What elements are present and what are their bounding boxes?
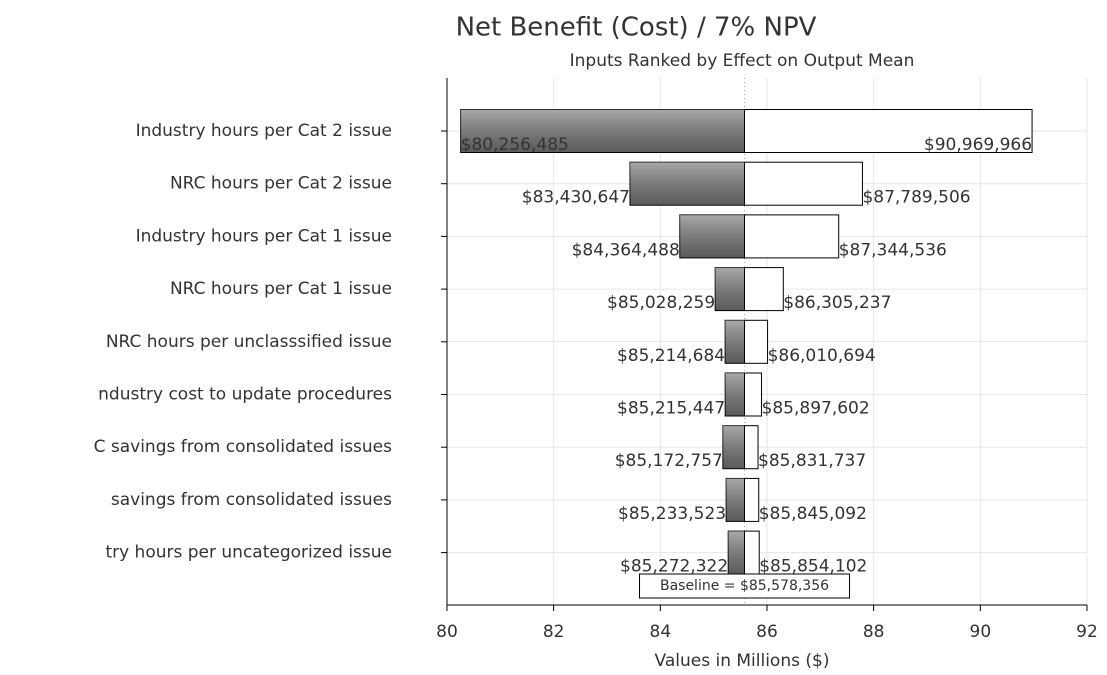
bar-low-shade	[726, 478, 745, 522]
high-label: $85,845,092	[759, 504, 867, 524]
low-label: $85,028,259	[607, 293, 715, 313]
x-axis-label: Values in Millions ($)	[655, 651, 830, 671]
low-label: $85,172,757	[615, 451, 723, 471]
bar-low-shade	[460, 109, 745, 153]
category-label: try hours per uncategorized issue	[105, 543, 392, 563]
bar-high	[744, 109, 1033, 153]
x-tick-label: 88	[863, 622, 885, 642]
high-label: $87,789,506	[862, 188, 970, 208]
bar-high	[744, 477, 760, 522]
bar-low-shade	[629, 162, 745, 206]
chart-title: Net Benefit (Cost) / 7% NPV	[456, 13, 817, 43]
low-label: $80,256,485	[461, 135, 569, 155]
x-tick-label: 92	[1076, 622, 1098, 642]
bar-low-shade	[725, 320, 745, 364]
bar-high	[744, 372, 763, 417]
category-label: C savings from consolidated issues	[94, 437, 393, 457]
high-label: $85,854,102	[759, 557, 867, 577]
bar-high	[744, 319, 769, 364]
bar-high	[744, 161, 863, 206]
high-label: $85,831,737	[758, 451, 866, 471]
bar-high	[744, 425, 759, 470]
high-label: $86,305,237	[783, 293, 891, 313]
bar-high	[744, 267, 784, 312]
x-tick-label: 80	[436, 622, 458, 642]
category-label: Industry hours per Cat 1 issue	[136, 226, 392, 246]
bar-low-shade	[722, 425, 745, 469]
baseline-label: Baseline = $85,578,356	[660, 578, 829, 594]
category-label: NRC hours per unclasssified issue	[106, 332, 392, 352]
category-label: Industry hours per Cat 2 issue	[136, 121, 392, 141]
chart-subtitle: Inputs Ranked by Effect on Output Mean	[570, 51, 915, 71]
category-label: ndustry cost to update procedures	[98, 385, 392, 405]
low-label: $85,233,523	[618, 504, 726, 524]
high-label: $87,344,536	[839, 240, 947, 260]
category-label: savings from consolidated issues	[111, 490, 392, 510]
bar-low-shade	[725, 373, 745, 416]
bar-low-shade	[728, 531, 745, 575]
bar-high	[744, 214, 840, 259]
bar-low-shade	[679, 214, 745, 258]
low-label: $85,215,447	[617, 399, 725, 419]
low-label: $83,430,647	[522, 188, 630, 208]
bar-low-shade	[715, 267, 745, 311]
x-tick-label: 90	[970, 622, 992, 642]
low-label: $84,364,488	[572, 240, 680, 260]
baseline-box	[639, 573, 851, 599]
category-label: NRC hours per Cat 1 issue	[170, 279, 392, 299]
high-label: $85,897,602	[762, 399, 870, 419]
high-label: $90,969,966	[924, 135, 1032, 155]
low-label: $85,272,322	[620, 557, 728, 577]
high-label: $86,010,694	[768, 346, 876, 366]
x-tick-label: 86	[756, 622, 778, 642]
x-tick-label: 82	[543, 622, 565, 642]
low-label: $85,214,684	[617, 346, 725, 366]
bar-high	[744, 530, 760, 575]
category-label: NRC hours per Cat 2 issue	[170, 174, 392, 194]
x-tick-label: 84	[650, 622, 672, 642]
